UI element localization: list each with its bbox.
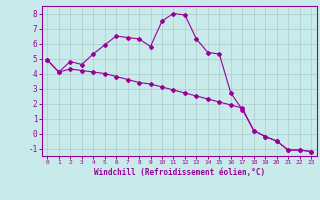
- X-axis label: Windchill (Refroidissement éolien,°C): Windchill (Refroidissement éolien,°C): [94, 168, 265, 177]
